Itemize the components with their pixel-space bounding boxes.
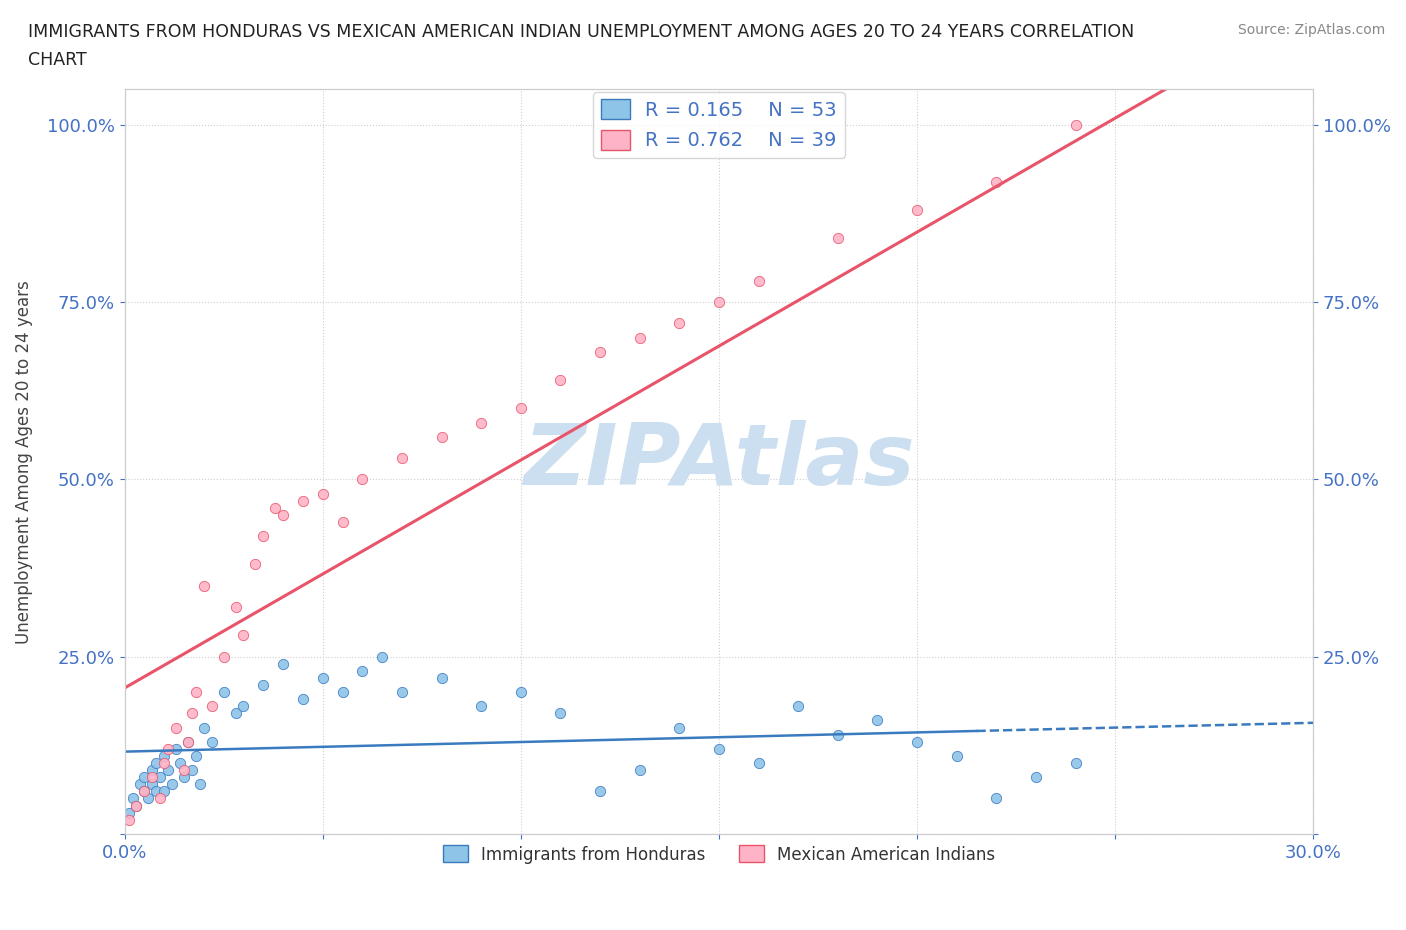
Point xyxy=(134,770,156,785)
Text: CHART: CHART xyxy=(28,51,87,69)
Point xyxy=(125,798,148,813)
Point xyxy=(470,415,492,430)
Point xyxy=(134,784,156,799)
Point xyxy=(212,649,235,664)
Point xyxy=(201,735,224,750)
Point xyxy=(245,557,267,572)
Point xyxy=(153,784,176,799)
Point xyxy=(430,671,453,685)
Point xyxy=(291,692,314,707)
Point xyxy=(193,720,215,735)
Point xyxy=(177,735,200,750)
Point xyxy=(986,791,1008,806)
Point xyxy=(905,735,928,750)
Point xyxy=(470,698,492,713)
Point xyxy=(252,528,274,543)
Point xyxy=(312,486,335,501)
Point xyxy=(125,798,148,813)
Text: Source: ZipAtlas.com: Source: ZipAtlas.com xyxy=(1237,23,1385,37)
Point xyxy=(177,735,200,750)
Point xyxy=(430,430,453,445)
Point xyxy=(141,763,163,777)
Point xyxy=(707,741,730,756)
Point xyxy=(138,791,160,806)
Point xyxy=(748,755,770,770)
Point xyxy=(986,174,1008,189)
Point xyxy=(134,784,156,799)
Point xyxy=(332,514,354,529)
Point xyxy=(153,755,176,770)
Point xyxy=(264,500,287,515)
Point xyxy=(668,720,690,735)
Point xyxy=(181,706,204,721)
Point xyxy=(160,777,183,791)
Point xyxy=(173,770,195,785)
Point xyxy=(157,763,180,777)
Point xyxy=(391,451,413,466)
Point xyxy=(193,578,215,593)
Point xyxy=(352,663,374,678)
Point xyxy=(827,231,849,246)
Point xyxy=(509,401,531,416)
Point xyxy=(117,812,139,827)
Point xyxy=(141,770,163,785)
Point xyxy=(550,373,572,388)
Point xyxy=(212,684,235,699)
Point xyxy=(391,684,413,699)
Point xyxy=(312,671,335,685)
Point xyxy=(145,755,167,770)
Point xyxy=(149,791,172,806)
Point xyxy=(169,755,191,770)
Point xyxy=(173,763,195,777)
Point xyxy=(589,784,612,799)
Point xyxy=(121,791,143,806)
Point xyxy=(291,493,314,508)
Point xyxy=(271,657,294,671)
Point xyxy=(225,600,247,615)
Point xyxy=(352,472,374,486)
Point xyxy=(509,684,531,699)
Point xyxy=(232,698,254,713)
Point xyxy=(165,741,187,756)
Point xyxy=(628,330,651,345)
Point xyxy=(184,749,207,764)
Point xyxy=(866,713,889,728)
Point xyxy=(232,628,254,643)
Text: IMMIGRANTS FROM HONDURAS VS MEXICAN AMERICAN INDIAN UNEMPLOYMENT AMONG AGES 20 T: IMMIGRANTS FROM HONDURAS VS MEXICAN AMER… xyxy=(28,23,1135,41)
Point xyxy=(153,749,176,764)
Point xyxy=(252,678,274,693)
Point xyxy=(225,706,247,721)
Point xyxy=(1025,770,1047,785)
Point xyxy=(184,684,207,699)
Point xyxy=(550,706,572,721)
Point xyxy=(188,777,211,791)
Point xyxy=(129,777,152,791)
Text: ZIPAtlas: ZIPAtlas xyxy=(523,420,915,503)
Point xyxy=(668,316,690,331)
Point xyxy=(332,684,354,699)
Point xyxy=(707,295,730,310)
Point xyxy=(165,720,187,735)
Point xyxy=(905,203,928,218)
Y-axis label: Unemployment Among Ages 20 to 24 years: Unemployment Among Ages 20 to 24 years xyxy=(15,280,32,644)
Point xyxy=(181,763,204,777)
Point xyxy=(371,649,394,664)
Point xyxy=(1064,117,1087,132)
Point xyxy=(628,763,651,777)
Legend: Immigrants from Honduras, Mexican American Indians: Immigrants from Honduras, Mexican Americ… xyxy=(436,839,1002,870)
Point xyxy=(271,508,294,523)
Point xyxy=(201,698,224,713)
Point xyxy=(827,727,849,742)
Point xyxy=(787,698,810,713)
Point xyxy=(1064,755,1087,770)
Point xyxy=(149,770,172,785)
Point xyxy=(157,741,180,756)
Point xyxy=(748,273,770,288)
Point xyxy=(589,344,612,359)
Point xyxy=(141,777,163,791)
Point xyxy=(145,784,167,799)
Point xyxy=(945,749,967,764)
Point xyxy=(117,805,139,820)
